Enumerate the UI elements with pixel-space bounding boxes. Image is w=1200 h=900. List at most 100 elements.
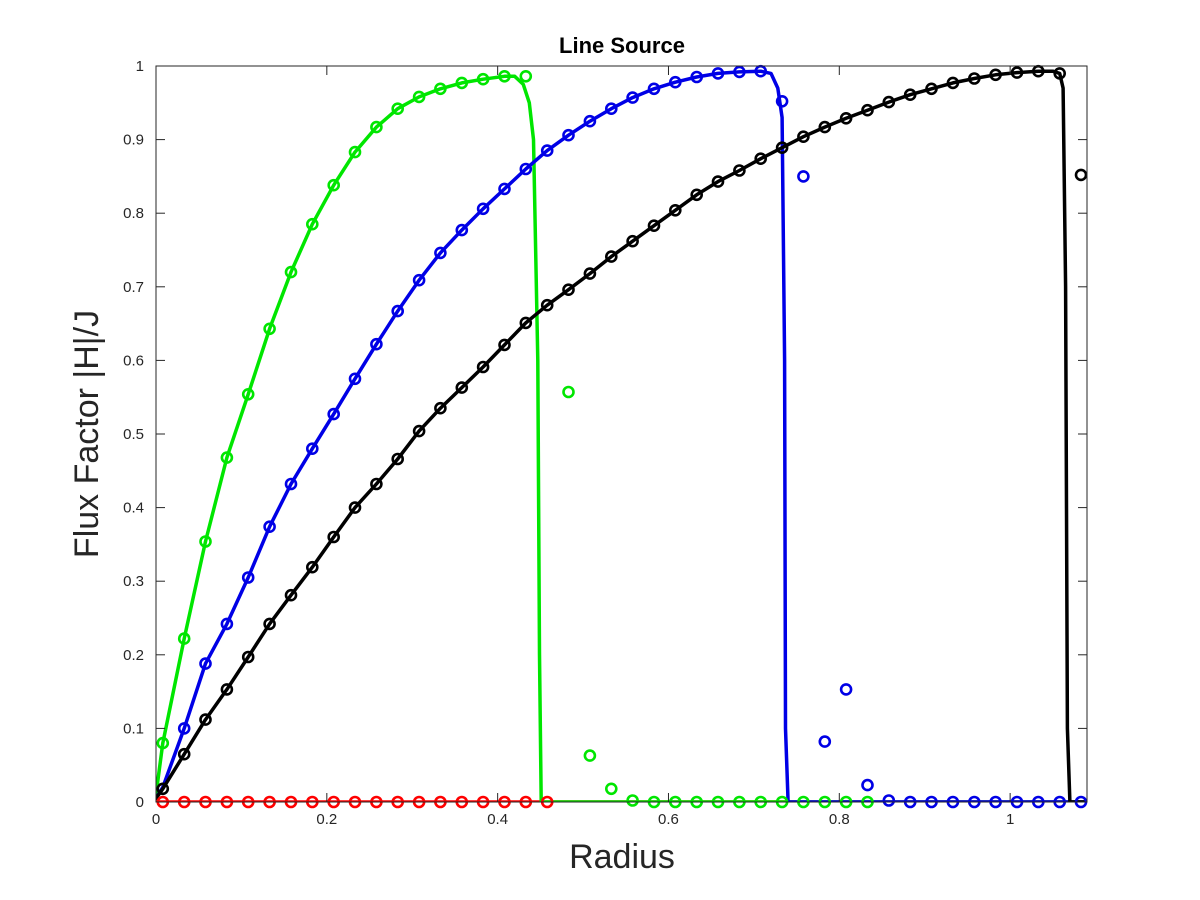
chart-title: Line Source	[559, 33, 685, 58]
data-point-series-3	[220, 683, 234, 696]
data-point-series-1	[434, 82, 447, 96]
data-point-series-3	[263, 617, 276, 631]
x-tick-label: 0.2	[316, 811, 337, 828]
data-point-series-1	[519, 70, 533, 83]
x-axis-label: Radius	[569, 838, 675, 876]
data-point-series-3	[1053, 67, 1066, 80]
data-point-series-3	[370, 477, 383, 491]
data-point-series-2	[604, 102, 618, 115]
data-point-series-3	[797, 130, 810, 143]
data-point-series-2	[583, 114, 597, 128]
x-tick-label: 0.6	[658, 811, 679, 828]
y-tick-label: 0.3	[123, 573, 144, 590]
data-point-series-2	[540, 144, 554, 157]
plot-area: 0 0.2 0.4 0.6 0.8 1 0 0.1 0.2 0.3 0.4 0.5 0.6 0.7 0.8…	[123, 58, 1088, 828]
data-point-series-3	[690, 188, 704, 202]
data-point-series-3	[1010, 66, 1024, 79]
data-point-series-3	[861, 103, 874, 117]
data-point-series-3	[903, 88, 917, 101]
data-point-series-2	[241, 571, 255, 584]
data-point-series-2	[263, 520, 276, 534]
data-point-series-2	[199, 657, 212, 670]
data-point-series-2	[690, 70, 704, 84]
data-point-series-2	[434, 246, 447, 260]
data-point-series-3	[412, 424, 426, 438]
data-point-series-3	[626, 234, 639, 248]
y-tick-label: 0.4	[123, 500, 144, 517]
data-point-series-2	[562, 128, 575, 142]
data-point-series-2	[519, 162, 533, 176]
data-point-series-3	[284, 588, 298, 602]
data-point-series-3	[604, 250, 618, 263]
data-point-series-1	[327, 178, 341, 192]
y-tick-label: 0.1	[123, 720, 144, 737]
data-point-series-1	[348, 145, 362, 159]
data-point-series-2	[498, 182, 511, 196]
data-point-series-1	[562, 385, 575, 399]
data-point-series-2	[348, 372, 362, 386]
data-point-series-1	[241, 387, 255, 401]
data-point-series-3	[476, 360, 490, 374]
data-point-series-2	[668, 75, 682, 89]
x-tick-label: 0	[152, 811, 160, 828]
data-point-series-2	[882, 794, 896, 807]
data-point-series-3	[156, 782, 170, 796]
data-point-series-1	[604, 782, 618, 796]
data-point-series-3	[562, 283, 575, 297]
data-point-series-3	[754, 152, 768, 165]
data-point-series-2	[711, 67, 725, 80]
y-tick-label: 0.6	[123, 352, 144, 369]
data-point-series-2	[626, 91, 639, 104]
data-point-series-2	[476, 202, 490, 216]
data-point-series-3	[946, 76, 960, 90]
y-axis-label: Flux Factor |H|/J	[68, 310, 106, 558]
data-point-series-1	[626, 794, 639, 807]
y-tick-label: 0.7	[123, 279, 144, 296]
data-point-series-2	[284, 477, 298, 491]
data-point-series-3	[348, 501, 362, 514]
data-point-series-3	[647, 219, 661, 232]
data-point-series-3	[305, 560, 319, 574]
data-point-series-1	[391, 102, 405, 115]
x-tick-label: 0.8	[829, 811, 850, 828]
data-point-series-2	[305, 442, 319, 456]
data-point-series-1	[177, 632, 191, 645]
data-point-series-3	[775, 141, 789, 154]
y-tick-label: 0.8	[123, 205, 144, 222]
data-point-series-3	[327, 530, 341, 544]
y-axis: 0 0.1 0.2 0.3 0.4 0.5 0.6 0.7 0.8 0.9 1	[123, 58, 1087, 811]
series-line-2	[156, 69, 1087, 802]
data-point-series-2	[861, 778, 874, 792]
data-point-series-3	[839, 112, 853, 125]
data-point-series-1	[370, 120, 383, 134]
series-line-1	[156, 74, 1087, 802]
data-point-series-3	[199, 713, 212, 726]
data-point-series-3	[434, 401, 447, 415]
data-point-series-2	[647, 82, 661, 96]
x-tick-label: 1	[1006, 811, 1014, 828]
data-point-series-2	[455, 223, 469, 237]
data-point-series-3	[519, 316, 533, 330]
data-point-series-3	[540, 298, 554, 312]
data-point-series-3	[455, 381, 469, 394]
data-point-series-2	[327, 407, 341, 421]
data-point-series-2	[818, 735, 832, 748]
x-axis: 0 0.2 0.4 0.6 0.8 1	[152, 66, 1014, 828]
y-tick-label: 0.2	[123, 647, 144, 664]
data-point-series-2	[370, 337, 383, 351]
data-point-series-2	[177, 722, 191, 735]
data-point-series-3	[583, 267, 597, 280]
data-point-series-2	[412, 273, 426, 287]
data-point-series-3	[241, 650, 255, 664]
data-point-series-1	[412, 90, 426, 104]
data-point-series-3	[1074, 168, 1088, 182]
data-point-series-3	[882, 95, 896, 109]
data-point-series-2	[733, 65, 746, 79]
data-point-series-2	[220, 617, 234, 631]
data-point-series-1	[498, 70, 511, 83]
y-tick-label: 0.5	[123, 426, 144, 443]
data-point-series-3	[177, 747, 191, 761]
